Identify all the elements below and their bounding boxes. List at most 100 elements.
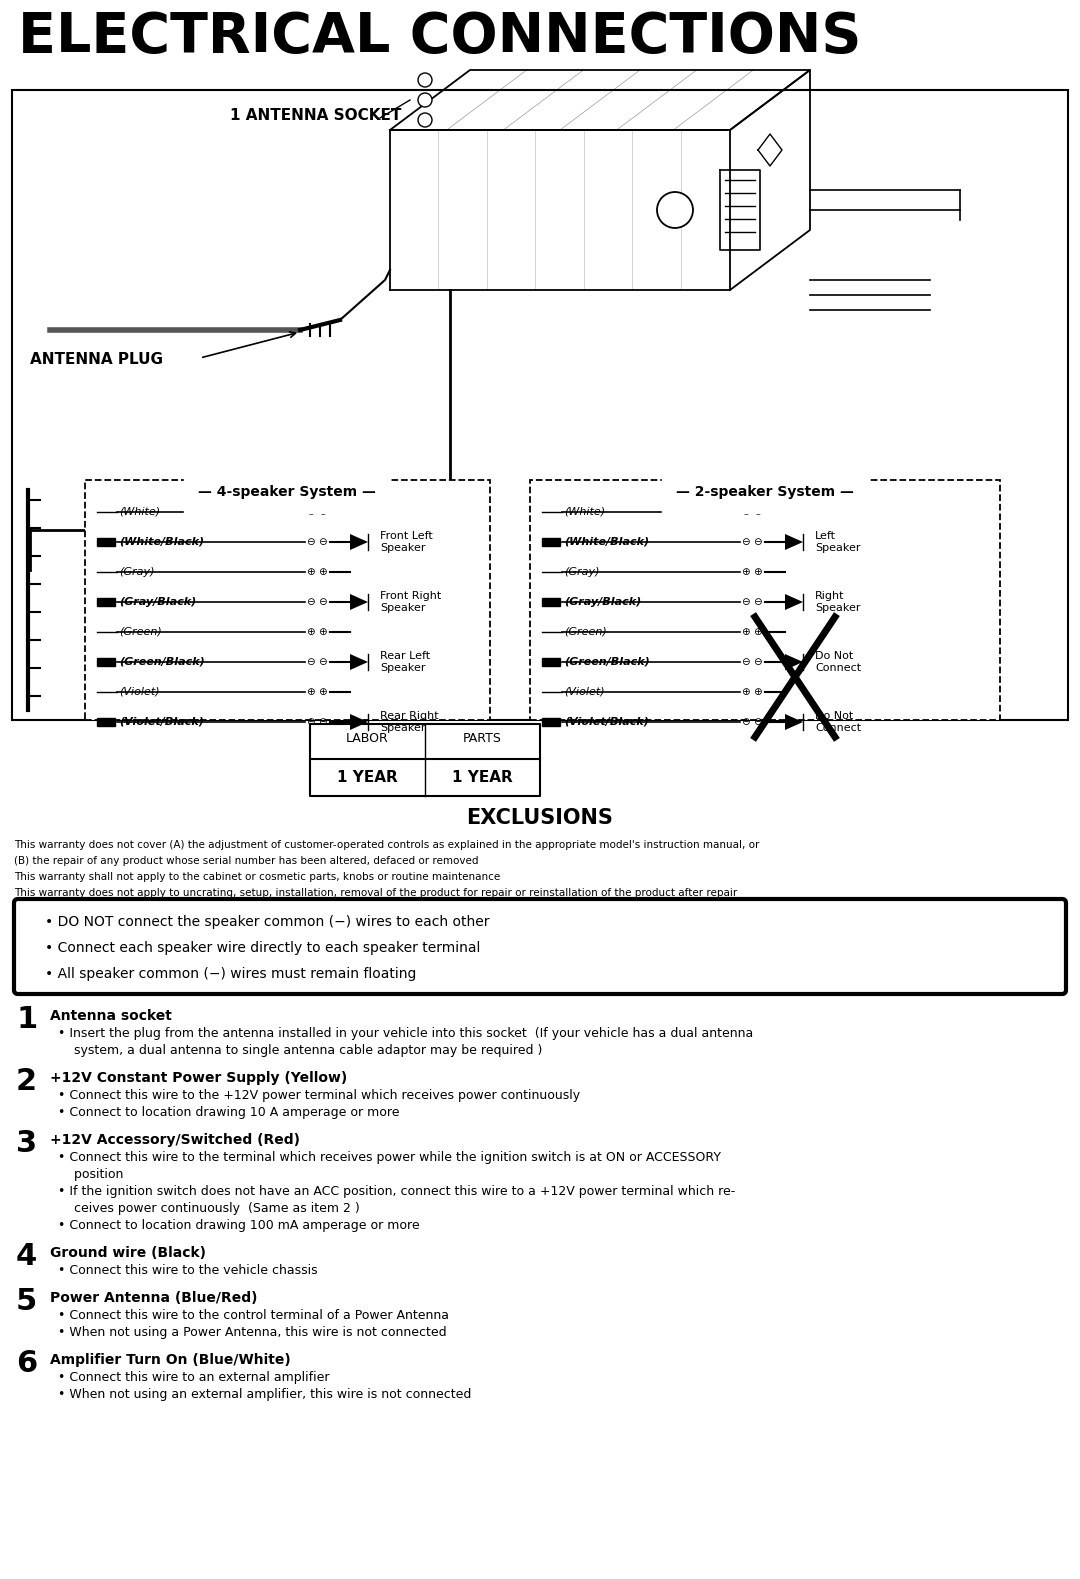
Circle shape [418, 73, 432, 87]
Text: ⊕ ⊕: ⊕ ⊕ [307, 567, 327, 576]
Text: ceives power continuously  (Same as item 2 ): ceives power continuously (Same as item … [58, 1202, 360, 1214]
Polygon shape [350, 534, 368, 549]
Text: • DO NOT connect the speaker common (−) wires to each other: • DO NOT connect the speaker common (−) … [45, 914, 489, 928]
Text: (Violet): (Violet) [119, 687, 160, 696]
Text: • Connect this wire to the vehicle chassis: • Connect this wire to the vehicle chass… [58, 1265, 318, 1277]
Text: position: position [58, 1168, 123, 1181]
Polygon shape [785, 534, 804, 549]
Text: +12V Accessory/Switched (Red): +12V Accessory/Switched (Red) [50, 1134, 300, 1146]
Polygon shape [350, 594, 368, 609]
Text: Do Not
Connect: Do Not Connect [815, 711, 861, 733]
Text: 1: 1 [16, 1004, 37, 1034]
Text: ⊕ ⊕: ⊕ ⊕ [742, 567, 762, 576]
Text: ⊖ ⊖: ⊖ ⊖ [742, 717, 762, 726]
Text: This warranty does not cover (A) the adjustment of customer-operated controls as: This warranty does not cover (A) the adj… [14, 840, 759, 850]
Text: Antenna socket: Antenna socket [50, 1009, 172, 1023]
Text: ⊕ ⊕: ⊕ ⊕ [742, 507, 762, 516]
Text: (White): (White) [564, 507, 605, 516]
Text: ⊕ ⊕: ⊕ ⊕ [307, 627, 327, 636]
Text: Right
Speaker: Right Speaker [815, 591, 861, 613]
Bar [542, 718, 561, 726]
Bar [542, 598, 561, 606]
Text: 4: 4 [16, 1243, 37, 1271]
Text: Front Right
Speaker: Front Right Speaker [380, 591, 442, 613]
Text: • Insert the plug from the antenna installed in your vehicle into this socket  (: • Insert the plug from the antenna insta… [58, 1026, 753, 1041]
Bar [530, 480, 1000, 720]
Text: +12V Constant Power Supply (Yellow): +12V Constant Power Supply (Yellow) [50, 1071, 348, 1085]
Text: (Gray/Black): (Gray/Black) [564, 597, 642, 606]
Text: ⊖ ⊖: ⊖ ⊖ [307, 537, 327, 546]
Text: ⊕ ⊕: ⊕ ⊕ [307, 687, 327, 696]
Text: (Green/Black): (Green/Black) [564, 657, 650, 666]
Text: • If the ignition switch does not have an ACC position, connect this wire to a +: • If the ignition switch does not have a… [58, 1184, 735, 1198]
Bar [97, 598, 114, 606]
Text: ⊖ ⊖: ⊖ ⊖ [742, 597, 762, 606]
Text: 1 YEAR: 1 YEAR [337, 769, 397, 785]
Text: This warranty shall not apply to the cabinet or cosmetic parts, knobs or routine: This warranty shall not apply to the cab… [14, 872, 500, 883]
Text: ⊖ ⊖: ⊖ ⊖ [307, 717, 327, 726]
Text: Power Antenna (Blue/Red): Power Antenna (Blue/Red) [50, 1292, 257, 1304]
Bar [85, 480, 490, 720]
Text: (Violet/Black): (Violet/Black) [564, 717, 649, 726]
Text: PARTS: PARTS [462, 733, 501, 745]
Text: • When not using an external amplifier, this wire is not connected: • When not using an external amplifier, … [58, 1388, 471, 1401]
Text: EXCLUSIONS: EXCLUSIONS [467, 808, 613, 827]
Text: • Connect this wire to the terminal which receives power while the ignition swit: • Connect this wire to the terminal whic… [58, 1151, 721, 1164]
Text: (White): (White) [119, 507, 160, 516]
Circle shape [418, 114, 432, 126]
Text: • Connect each speaker wire directly to each speaker terminal: • Connect each speaker wire directly to … [45, 941, 481, 955]
Text: system, a dual antenna to single antenna cable adaptor may be required ): system, a dual antenna to single antenna… [58, 1044, 542, 1056]
Bar [97, 718, 114, 726]
Polygon shape [350, 714, 368, 729]
Text: Do Not
Connect: Do Not Connect [815, 651, 861, 673]
Bar [97, 658, 114, 666]
Text: 3: 3 [16, 1129, 37, 1157]
Text: 5: 5 [16, 1287, 37, 1315]
Text: Rear Left
Speaker: Rear Left Speaker [380, 651, 430, 673]
Circle shape [418, 93, 432, 107]
Circle shape [657, 193, 693, 227]
Text: (White/Black): (White/Black) [564, 537, 649, 546]
Text: LABOR: LABOR [346, 733, 389, 745]
Polygon shape [785, 654, 804, 669]
Text: — 2-speaker System —: — 2-speaker System — [676, 485, 854, 499]
Polygon shape [785, 714, 804, 729]
Text: Front Left
Speaker: Front Left Speaker [380, 531, 433, 553]
Text: (White/Black): (White/Black) [119, 537, 204, 546]
Text: • Connect to location drawing 10 A amperage or more: • Connect to location drawing 10 A amper… [58, 1105, 400, 1120]
Text: (B) the repair of any product whose serial number has been altered, defaced or r: (B) the repair of any product whose seri… [14, 856, 478, 865]
Text: ⊖ ⊖: ⊖ ⊖ [307, 597, 327, 606]
Text: (Gray): (Gray) [119, 567, 154, 576]
Text: (Gray/Black): (Gray/Black) [119, 597, 197, 606]
Text: ⊕ ⊕: ⊕ ⊕ [742, 687, 762, 696]
Bar [542, 538, 561, 546]
Text: (Green): (Green) [119, 627, 162, 636]
Polygon shape [785, 594, 804, 609]
Text: Amplifier Turn On (Blue/White): Amplifier Turn On (Blue/White) [50, 1353, 291, 1367]
Text: Rear Right
Speaker: Rear Right Speaker [380, 711, 438, 733]
Text: This warranty does not apply to uncrating, setup, installation, removal of the p: This warranty does not apply to uncratin… [14, 887, 738, 898]
Text: ⊖ ⊖: ⊖ ⊖ [307, 657, 327, 666]
Text: 6: 6 [16, 1348, 37, 1378]
Text: ELECTRICAL CONNECTIONS: ELECTRICAL CONNECTIONS [18, 9, 862, 65]
Text: Ground wire (Black): Ground wire (Black) [50, 1246, 206, 1260]
Text: ⊖ ⊖: ⊖ ⊖ [742, 537, 762, 546]
Text: ⊖ ⊖: ⊖ ⊖ [742, 657, 762, 666]
Polygon shape [350, 654, 368, 669]
Text: (Green/Black): (Green/Black) [119, 657, 205, 666]
Text: • Connect this wire to the +12V power terminal which receives power continuously: • Connect this wire to the +12V power te… [58, 1090, 580, 1102]
Text: 1 YEAR: 1 YEAR [451, 769, 512, 785]
Text: ⊕ ⊕: ⊕ ⊕ [307, 507, 327, 516]
Text: (Violet): (Violet) [564, 687, 605, 696]
Text: (Gray): (Gray) [564, 567, 599, 576]
Text: (Green): (Green) [564, 627, 607, 636]
Text: 2: 2 [16, 1067, 37, 1096]
Text: Left
Speaker: Left Speaker [815, 531, 861, 553]
Text: • All speaker common (−) wires must remain floating: • All speaker common (−) wires must rema… [45, 966, 417, 981]
Text: • When not using a Power Antenna, this wire is not connected: • When not using a Power Antenna, this w… [58, 1326, 447, 1339]
FancyBboxPatch shape [14, 898, 1066, 995]
Text: ⊕ ⊕: ⊕ ⊕ [742, 627, 762, 636]
Text: 1 ANTENNA SOCKET: 1 ANTENNA SOCKET [230, 107, 402, 123]
Bar [97, 538, 114, 546]
Text: • Connect this wire to an external amplifier: • Connect this wire to an external ampli… [58, 1371, 329, 1385]
